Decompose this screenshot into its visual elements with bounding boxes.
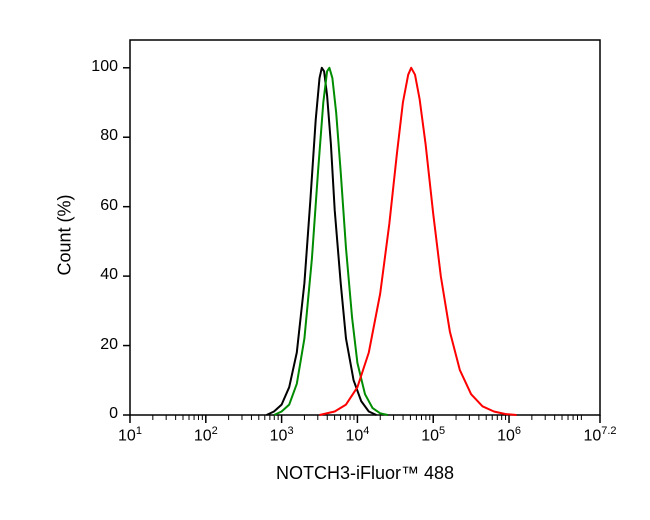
y-tick-label: 0	[78, 405, 118, 423]
y-tick-label: 40	[78, 266, 118, 284]
x-tick-label: 103	[257, 425, 307, 445]
chart-container: Count (%) NOTCH3-iFluor™ 488 0 20 40 60 80 10…	[0, 0, 650, 520]
chart-svg	[0, 0, 650, 520]
x-tick-label: 105	[408, 425, 458, 445]
y-tick-label: 20	[78, 336, 118, 354]
x-tick-label: 101	[105, 425, 155, 445]
y-tick-label: 100	[78, 58, 118, 76]
x-axis-label: NOTCH3-iFluor™ 488	[130, 463, 600, 484]
x-tick-label: 107.2	[575, 425, 625, 445]
x-tick-label: 102	[181, 425, 231, 445]
y-tick-label: 60	[78, 197, 118, 215]
series-red	[320, 68, 517, 415]
y-tick-label: 80	[78, 127, 118, 145]
x-tick-label: 106	[484, 425, 534, 445]
series-green	[274, 68, 388, 415]
y-axis-label: Count (%)	[55, 176, 76, 276]
x-tick-label: 104	[332, 425, 382, 445]
